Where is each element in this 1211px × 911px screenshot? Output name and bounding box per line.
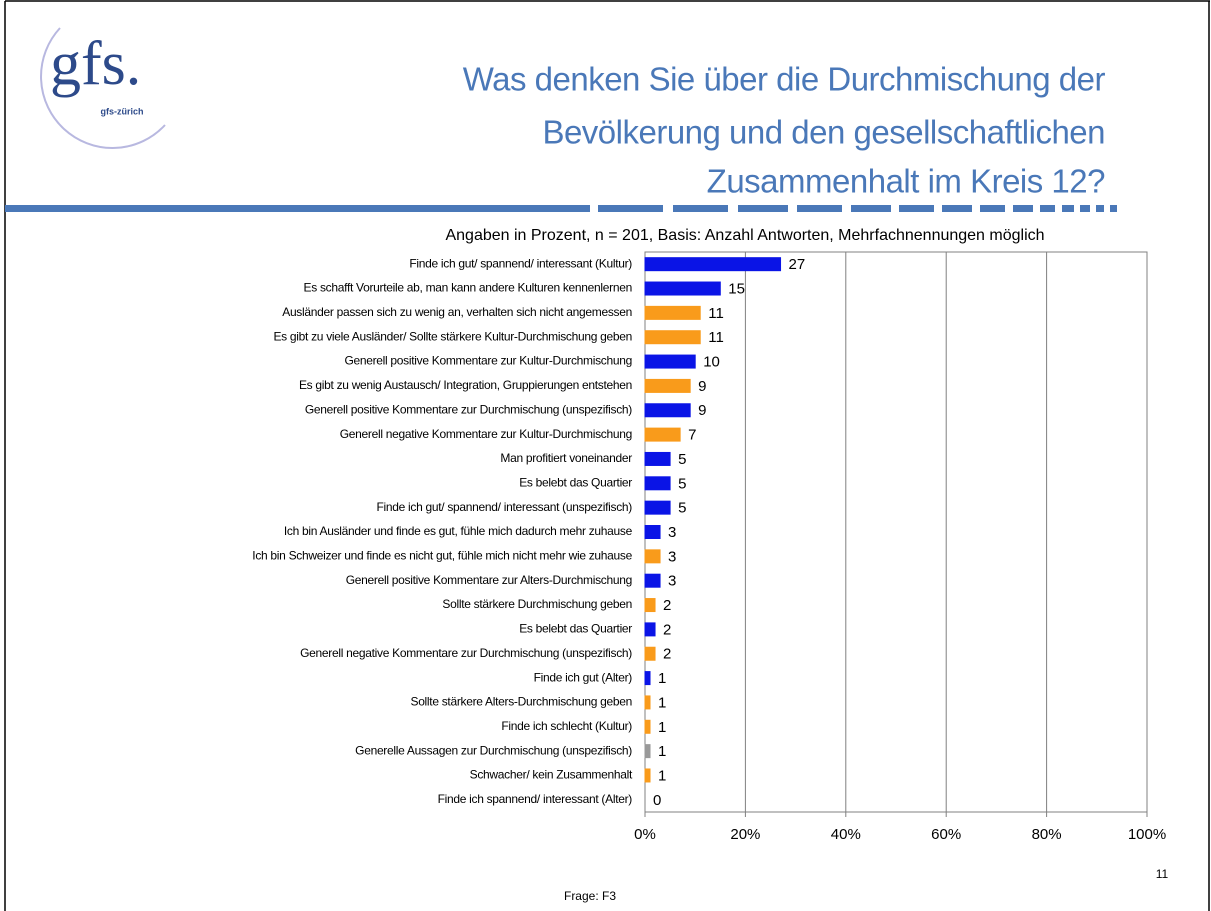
value-label: 5 bbox=[678, 500, 686, 517]
category-label: Generelle Aussagen zur Durchmischung (un… bbox=[355, 743, 632, 757]
category-label: Finde ich gut/ spannend/ interessant (Ku… bbox=[409, 256, 632, 270]
bar bbox=[644, 354, 696, 369]
x-tick-label: 40% bbox=[831, 826, 861, 843]
value-label: 11 bbox=[708, 305, 724, 322]
bar bbox=[644, 451, 671, 466]
value-label: 2 bbox=[663, 597, 671, 614]
category-label: Es gibt zu wenig Austausch/ Integration,… bbox=[299, 378, 632, 392]
footer: Frage: F3 bbox=[564, 889, 616, 903]
category-label: Sollte stärkere Alters-Durchmischung geb… bbox=[410, 695, 632, 709]
bar bbox=[644, 305, 701, 320]
category-label: Schwacher/ kein Zusammenhalt bbox=[470, 768, 633, 782]
value-label: 15 bbox=[728, 280, 745, 297]
logo: gfs. bbox=[50, 30, 141, 98]
category-label: Es belebt das Quartier bbox=[519, 622, 632, 636]
x-tick-label: 60% bbox=[931, 826, 961, 843]
value-label: 2 bbox=[663, 621, 671, 638]
bar bbox=[644, 646, 656, 661]
category-label: Man profitiert voneinander bbox=[500, 451, 632, 465]
value-label: 1 bbox=[658, 743, 666, 760]
category-label: Finde ich schlecht (Kultur) bbox=[501, 719, 632, 733]
bar bbox=[644, 598, 656, 613]
value-label: 3 bbox=[668, 524, 676, 541]
title-line: Zusammenhalt im Kreis 12? bbox=[707, 163, 1105, 200]
category-label: Es schafft Vorurteile ab, man kann ander… bbox=[304, 281, 632, 295]
bar bbox=[644, 476, 671, 491]
category-label: Generell positive Kommentare zur Kultur-… bbox=[344, 354, 632, 368]
category-label: Ich bin Schweizer und finde es nicht gut… bbox=[252, 549, 632, 563]
x-tick-label: 0% bbox=[634, 826, 656, 843]
bar bbox=[644, 695, 651, 710]
value-label: 2 bbox=[663, 646, 671, 663]
bar bbox=[644, 427, 681, 442]
value-label: 27 bbox=[789, 256, 806, 273]
bar bbox=[644, 744, 651, 759]
x-tick-label: 80% bbox=[1032, 826, 1062, 843]
value-label: 9 bbox=[698, 378, 706, 395]
category-label: Es gibt zu viele Ausländer/ Sollte stärk… bbox=[273, 329, 632, 343]
value-label: 10 bbox=[703, 354, 720, 371]
value-label: 5 bbox=[678, 451, 686, 468]
frame bbox=[4, 0, 1210, 911]
bar bbox=[644, 378, 691, 393]
logo-sub: gfs-zürich bbox=[100, 106, 143, 116]
logo-arc bbox=[40, 27, 166, 149]
bar bbox=[644, 257, 782, 272]
bar bbox=[644, 330, 701, 345]
category-label: Generell negative Kommentare zur Durchmi… bbox=[300, 646, 632, 660]
value-label: 5 bbox=[678, 475, 686, 492]
bar bbox=[644, 500, 671, 515]
x-tick-label: 20% bbox=[730, 826, 760, 843]
value-label: 11 bbox=[708, 329, 724, 346]
bar bbox=[644, 403, 691, 418]
category-label: Generell negative Kommentare zur Kultur-… bbox=[340, 427, 632, 441]
category-label: Generell positive Kommentare zur Durchmi… bbox=[305, 402, 632, 416]
value-label: 9 bbox=[698, 402, 706, 419]
bar bbox=[644, 549, 661, 564]
x-tick-label: 100% bbox=[1128, 826, 1166, 843]
bar bbox=[644, 622, 656, 637]
title-line: Bevölkerung und den gesellschaftlichen bbox=[542, 114, 1105, 151]
bar bbox=[644, 573, 661, 588]
title-rule bbox=[5, 205, 1117, 212]
value-label: 3 bbox=[668, 548, 676, 565]
subtitle: Angaben in Prozent, n = 201, Basis: Anza… bbox=[445, 227, 1044, 244]
category-label: Es belebt das Quartier bbox=[519, 475, 632, 489]
category-label: Generell positive Kommentare zur Alters-… bbox=[346, 573, 632, 587]
category-label: Finde ich spannend/ interessant (Alter) bbox=[438, 792, 633, 806]
bar bbox=[644, 525, 661, 539]
category-label: Finde ich gut/ spannend/ interessant (un… bbox=[376, 500, 632, 514]
value-label: 1 bbox=[658, 719, 666, 736]
bar bbox=[644, 671, 651, 686]
category-label: Ausländer passen sich zu wenig an, verha… bbox=[282, 305, 632, 319]
value-label: 7 bbox=[688, 427, 696, 444]
category-label: Ich bin Ausländer und finde es gut, fühl… bbox=[284, 524, 633, 538]
bar bbox=[644, 281, 721, 296]
title-line: Was denken Sie über die Durchmischung de… bbox=[463, 61, 1106, 98]
value-label: 3 bbox=[668, 573, 676, 590]
category-label: Finde ich gut (Alter) bbox=[534, 670, 633, 684]
bar bbox=[644, 768, 651, 783]
value-label: 1 bbox=[658, 694, 666, 711]
value-label: 1 bbox=[658, 670, 666, 687]
value-label: 1 bbox=[658, 767, 666, 784]
page-number: 11 bbox=[1156, 867, 1169, 881]
bar bbox=[644, 719, 651, 734]
category-label: Sollte stärkere Durchmischung geben bbox=[442, 597, 632, 611]
value-label: 0 bbox=[653, 792, 661, 809]
